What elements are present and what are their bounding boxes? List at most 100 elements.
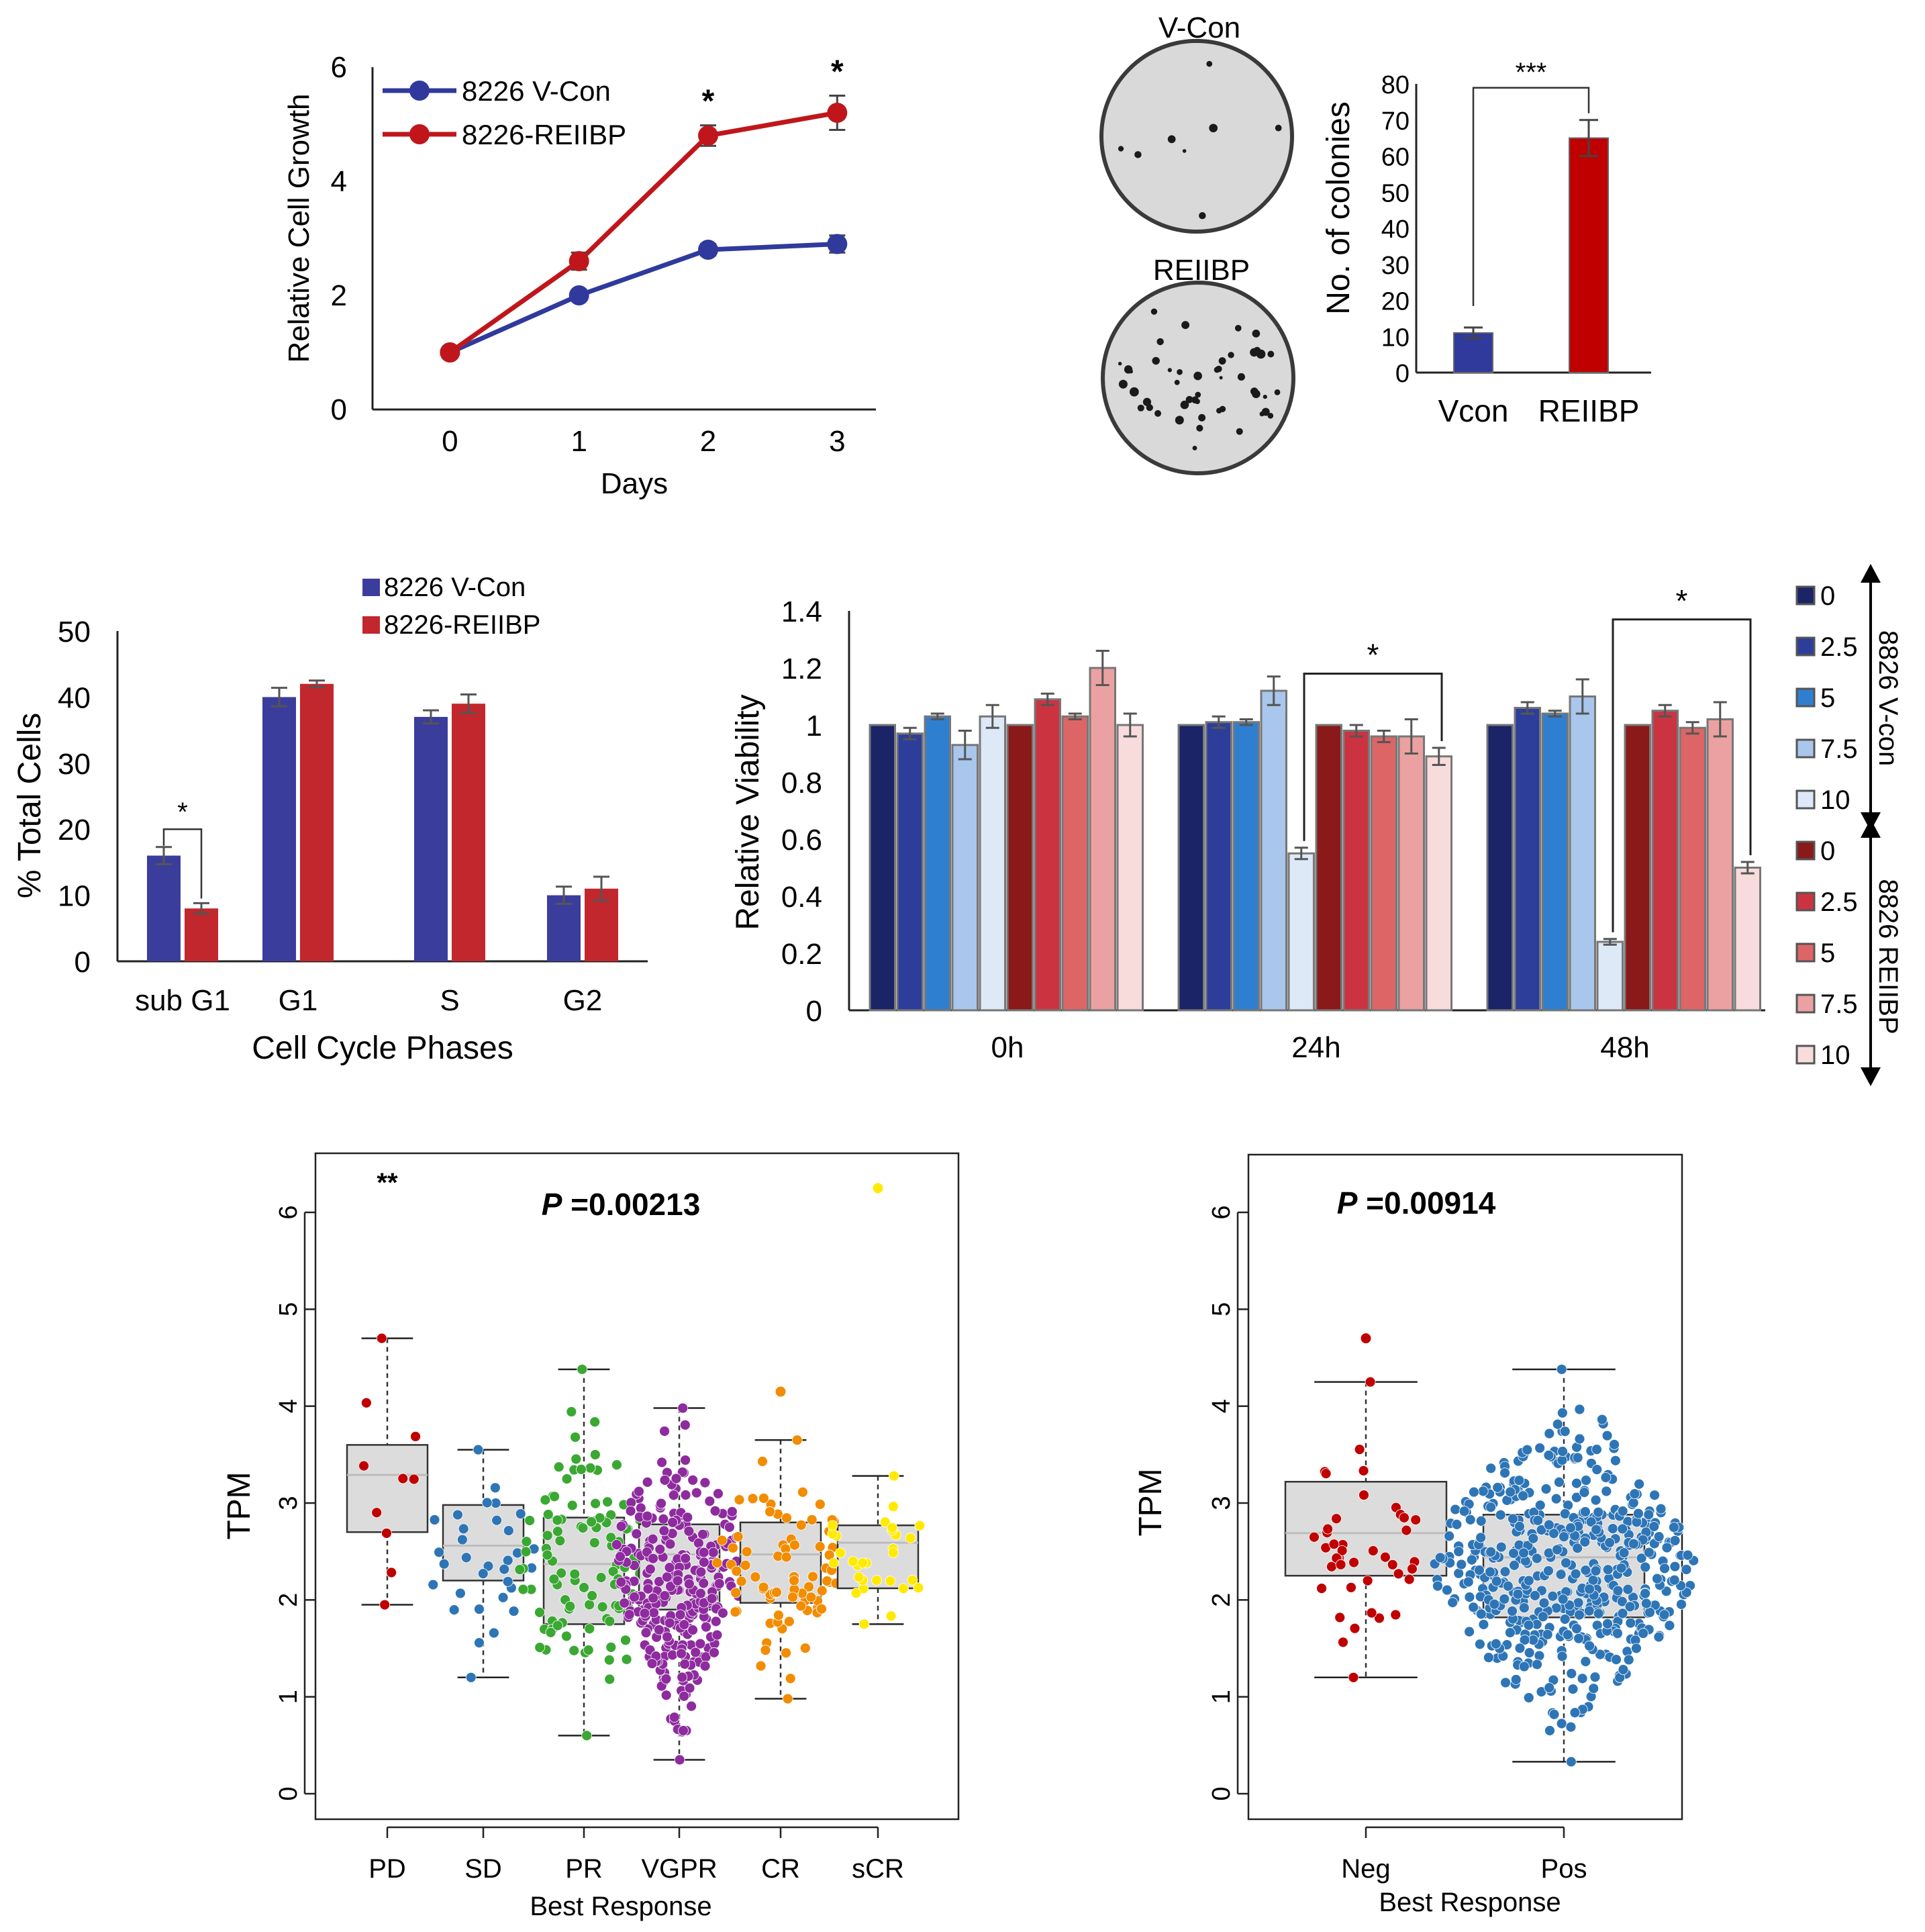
box1-point	[816, 1603, 827, 1614]
cycle-ylabel: % Total Cells	[12, 713, 48, 899]
box2-point	[1625, 1617, 1636, 1629]
box1-point	[857, 1557, 869, 1569]
colony-dot	[1234, 324, 1242, 332]
box2-point	[1531, 1553, 1542, 1564]
viab-bar	[924, 715, 951, 1012]
box2-point	[1570, 1568, 1581, 1580]
box2-point	[1634, 1478, 1645, 1490]
box2-point	[1534, 1500, 1546, 1511]
box1-point	[679, 1658, 691, 1670]
box2-point	[1328, 1539, 1340, 1550]
box1-y-tick: 3	[275, 1496, 303, 1510]
cycle-x-tick: S	[440, 984, 459, 1017]
box1-point	[704, 1496, 715, 1507]
box2-point	[1624, 1601, 1636, 1612]
box1-point	[713, 1488, 724, 1499]
colony-dot	[1156, 338, 1164, 346]
box2-point	[1574, 1609, 1585, 1621]
box2-point	[1622, 1584, 1634, 1595]
box2-point	[1309, 1531, 1320, 1543]
box2-point	[1571, 1623, 1582, 1635]
box2-point	[1601, 1486, 1612, 1497]
box1-point	[758, 1492, 769, 1504]
box2-point	[1335, 1559, 1346, 1570]
box1-point	[755, 1660, 767, 1672]
box2-point	[1444, 1531, 1455, 1542]
box2-pvalue-title: P =0.00914	[1337, 1186, 1496, 1220]
box1-point	[659, 1474, 671, 1486]
box2-point	[1499, 1594, 1510, 1604]
box2-point	[1583, 1605, 1595, 1616]
box2-point	[1552, 1418, 1563, 1430]
box2-point	[1374, 1612, 1385, 1624]
box1-point	[710, 1616, 722, 1627]
box1-point	[888, 1470, 899, 1482]
box2-point	[1601, 1430, 1613, 1441]
box1-point	[615, 1576, 627, 1588]
viab-bar	[979, 715, 1006, 1012]
box1-point	[760, 1645, 771, 1656]
viab-bar	[1734, 867, 1761, 1012]
box1-point	[913, 1582, 924, 1594]
box1-point	[561, 1631, 572, 1642]
box2-point	[1574, 1433, 1585, 1445]
box1-point	[524, 1515, 536, 1526]
viab-bar	[1706, 718, 1734, 1012]
colony-dot	[1195, 391, 1201, 398]
box1-point	[691, 1487, 702, 1498]
box2-point	[1591, 1524, 1602, 1535]
box2-point	[1591, 1444, 1602, 1455]
box1-point	[698, 1578, 709, 1589]
box2-y-tick: 6	[1207, 1205, 1236, 1219]
growth-series-line	[448, 242, 838, 355]
viab-bar	[1679, 726, 1706, 1012]
box1-point	[631, 1528, 642, 1539]
box1-point	[549, 1491, 560, 1502]
box2-point	[1434, 1552, 1446, 1563]
box2-point	[1534, 1443, 1546, 1453]
colony-dot	[1142, 397, 1152, 406]
box1-point	[665, 1581, 676, 1592]
box2-point	[1346, 1582, 1356, 1593]
box1-point	[734, 1494, 745, 1506]
box2-point	[1485, 1502, 1497, 1513]
box2-point	[1456, 1559, 1467, 1570]
viab-legend-label: 5	[1820, 683, 1835, 713]
box2-point	[1504, 1627, 1516, 1638]
box1-point	[548, 1574, 560, 1585]
box2-point	[1591, 1464, 1603, 1475]
box2-point	[1331, 1513, 1342, 1525]
viab-bar	[1397, 735, 1425, 1012]
viab-y-tick: 0.6	[781, 824, 822, 857]
box1-point	[806, 1514, 818, 1525]
box1-y-tick: 6	[275, 1205, 303, 1219]
viab-bar	[1596, 940, 1624, 1012]
box1-point	[603, 1654, 615, 1665]
viab-ylabel: Relative Viability	[730, 694, 766, 930]
box2-point	[1669, 1535, 1681, 1546]
box1-point	[642, 1583, 654, 1594]
box2-point	[1628, 1497, 1639, 1508]
box2-y-tick: 4	[1207, 1399, 1236, 1413]
box2-point	[1669, 1522, 1679, 1533]
box2-point	[1492, 1482, 1503, 1493]
box1-x-tick: SD	[464, 1854, 502, 1884]
box2-point	[1593, 1506, 1604, 1518]
viab-bar	[896, 732, 924, 1012]
growth-point	[569, 285, 589, 305]
viab-bar	[1232, 721, 1260, 1012]
growth-significance: *	[831, 54, 844, 90]
cycle-y-tick: 40	[58, 681, 91, 714]
box2-point	[1600, 1472, 1612, 1483]
viab-bar	[1061, 715, 1089, 1012]
box2-y-tick: 1	[1207, 1690, 1236, 1704]
box1-point	[635, 1502, 646, 1514]
box1-point	[611, 1459, 622, 1471]
viab-significance: *	[1367, 638, 1379, 673]
box2-point	[1322, 1523, 1334, 1535]
colony-dot	[1129, 387, 1139, 397]
box1-point	[569, 1568, 581, 1580]
box1-point	[455, 1588, 466, 1599]
colony-dot	[1206, 60, 1213, 67]
box1-point	[659, 1590, 671, 1601]
